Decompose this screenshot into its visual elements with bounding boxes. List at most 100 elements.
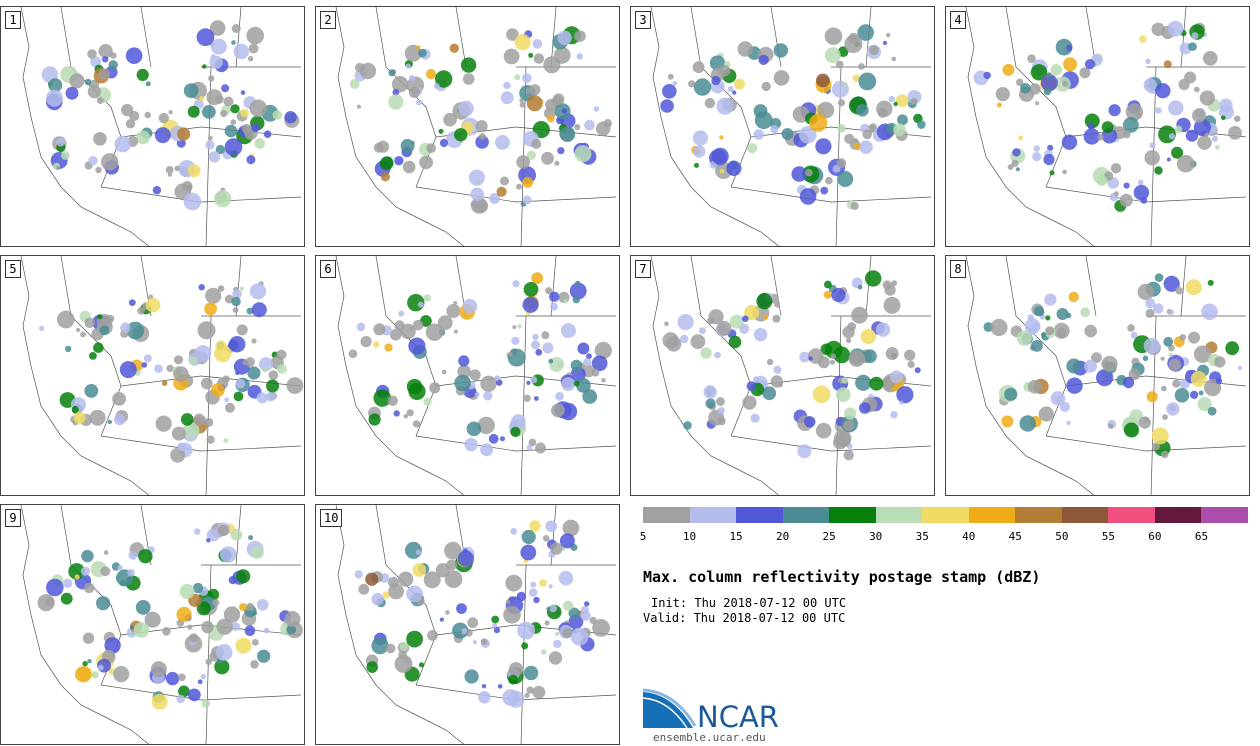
reflectivity-cell [461,628,468,635]
reflectivity-cell [1020,83,1031,94]
reflectivity-cell [550,542,563,555]
reflectivity-cell [576,53,583,60]
reflectivity-cell [491,615,500,624]
reflectivity-cell [136,68,149,81]
boundary-line [20,256,150,495]
reflectivity-cell [1007,164,1014,170]
reflectivity-cell [584,119,595,131]
reflectivity-cell [464,669,479,684]
reflectivity-cell [475,120,488,133]
reflectivity-cell [1028,379,1042,394]
reflectivity-cell [1066,420,1071,426]
reflectivity-cell [95,166,102,174]
reflectivity-cell [907,90,922,104]
reflectivity-cell [128,299,136,306]
map-background [20,256,304,495]
reflectivity-cell [1027,314,1034,321]
reflectivity-cell [394,654,413,673]
reflectivity-cell [574,30,586,42]
colorbar-tick-label: 25 [822,530,836,543]
reflectivity-cell [458,355,470,367]
reflectivity-cell [542,535,550,542]
reflectivity-cell [125,47,143,64]
reflectivity-cell [99,325,110,336]
reflectivity-cell [703,385,717,399]
reflectivity-cell [133,622,150,638]
reflectivity-cell [1166,157,1171,162]
reflectivity-cell [559,402,578,421]
colorbar-tick-label: 55 [1101,530,1115,543]
reflectivity-cell [368,413,381,426]
reflectivity-cell [545,287,553,295]
valid-time: Valid: Thu 2018-07-12 00 UTC [643,611,846,625]
reflectivity-cell [848,350,866,367]
boundary-line [1085,256,1097,317]
reflectivity-cell [257,649,271,663]
reflectivity-cell [39,325,45,331]
reflectivity-cell [398,650,407,660]
reflectivity-cell [472,640,477,645]
reflectivity-cell [89,409,106,426]
reflectivity-cell [174,165,180,171]
reflectivity-cell [423,571,441,589]
ensemble-member-panel: 4 [945,6,1250,247]
reflectivity-cell [251,338,257,344]
reflectivity-cell [865,270,882,287]
reflectivity-cell [56,310,75,329]
reflectivity-cell [474,392,480,397]
reflectivity-cell [546,606,551,611]
reflectivity-cell [1171,146,1184,159]
reflectivity-cell [500,91,514,105]
reflectivity-cell [46,89,63,107]
reflectivity-cell [891,56,897,62]
reflectivity-cell [753,129,764,140]
reflectivity-cell [561,108,568,114]
reflectivity-cell [531,139,542,149]
boundary-line [60,256,122,437]
reflectivity-cell [426,143,436,154]
panel-label: 10 [320,509,343,527]
reflectivity-cell [817,101,835,119]
reflectivity-cell [215,144,226,155]
map-background [20,7,302,246]
reflectivity-cell [808,356,813,361]
reflectivity-cell [841,377,849,384]
reflectivity-cell [1123,422,1139,438]
reflectivity-cell [1101,121,1114,133]
reflectivity-cell [1016,330,1032,346]
reflectivity-cell [885,347,899,360]
reflectivity-cell [201,620,214,634]
reflectivity-cell [245,357,255,367]
reflectivity-cell [182,421,200,439]
reflectivity-cell [1027,54,1036,63]
reflectivity-cell [82,632,95,644]
reflectivity-cell [444,541,462,560]
reflectivity-cell [97,664,104,671]
reflectivity-cell [1237,365,1242,370]
reflectivity-cell [108,60,118,70]
boundary-line [20,505,150,744]
boundary-line [375,505,437,686]
boundary-line [235,256,242,317]
reflectivity-cell [1163,275,1180,292]
reflectivity-cell [836,158,847,169]
reflectivity-cell [113,666,130,683]
reflectivity-cell [559,533,575,549]
init-time: Init: Thu 2018-07-12 00 UTC [651,596,847,610]
reflectivity-cell [193,413,206,426]
reflectivity-cell [1084,324,1097,338]
reflectivity-cell [210,38,227,55]
reflectivity-cell [103,550,109,555]
map-background [650,256,932,495]
reflectivity-cell [517,324,522,329]
reflectivity-cell [429,382,441,394]
reflectivity-cell [1066,377,1083,394]
reflectivity-cell [717,417,726,426]
reflectivity-cell [478,691,491,704]
reflectivity-cell [468,169,485,186]
reflectivity-cell [521,529,536,545]
reflectivity-cell [406,409,414,417]
reflectivity-cell [102,56,109,63]
reflectivity-cell [470,197,488,214]
reflectivity-cell [1161,450,1169,459]
